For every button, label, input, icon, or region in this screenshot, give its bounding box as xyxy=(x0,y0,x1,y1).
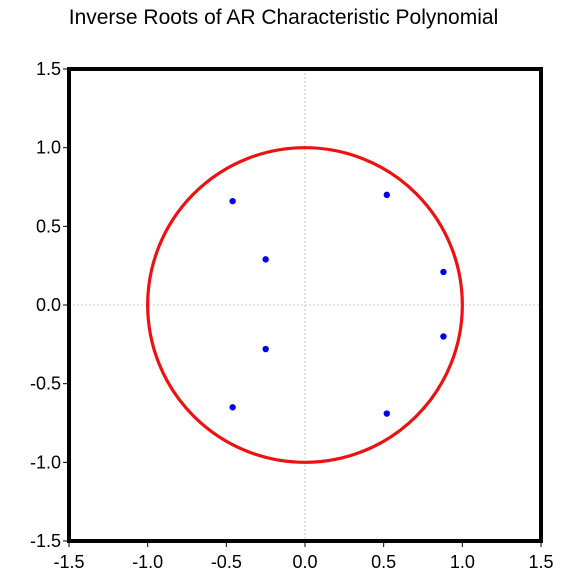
root-point xyxy=(383,191,391,199)
x-tick-label: -0.5 xyxy=(211,552,242,572)
root-points-layer xyxy=(229,191,447,417)
unit-circle xyxy=(146,146,464,464)
y-tick-label: 1.5 xyxy=(36,59,61,79)
y-tick-label: -0.5 xyxy=(30,374,61,394)
x-tick-label: 1.5 xyxy=(528,552,553,572)
x-tick-label: -1.5 xyxy=(53,552,84,572)
x-tick-label: -1.0 xyxy=(132,552,163,572)
root-point xyxy=(440,268,447,276)
zero-gridlines xyxy=(69,69,541,541)
root-point xyxy=(383,410,391,417)
y-tick-label: 0.5 xyxy=(36,216,61,236)
unit-circle-layer xyxy=(146,146,464,464)
root-point xyxy=(440,333,447,340)
y-axis-ticks: 1.5 1.0 0.5 0.0 -0.5 -1.0 -1.5 xyxy=(30,59,69,551)
root-point xyxy=(262,345,269,353)
root-point xyxy=(262,256,269,263)
x-tick-label: 0.0 xyxy=(292,552,317,572)
x-tick-label: 1.0 xyxy=(450,552,475,572)
y-tick-label: 0.0 xyxy=(36,295,61,315)
y-tick-label: 1.0 xyxy=(36,138,61,158)
y-tick-label: -1.5 xyxy=(30,531,61,551)
chart-title: Inverse Roots of AR Characteristic Polyn… xyxy=(68,6,499,29)
x-axis-ticks: -1.5 -1.0 -0.5 0.0 0.5 1.0 1.5 xyxy=(53,541,554,572)
x-tick-label: 0.5 xyxy=(371,552,396,572)
y-tick-label: -1.0 xyxy=(30,452,61,472)
root-point xyxy=(229,197,236,205)
root-point xyxy=(229,404,236,411)
